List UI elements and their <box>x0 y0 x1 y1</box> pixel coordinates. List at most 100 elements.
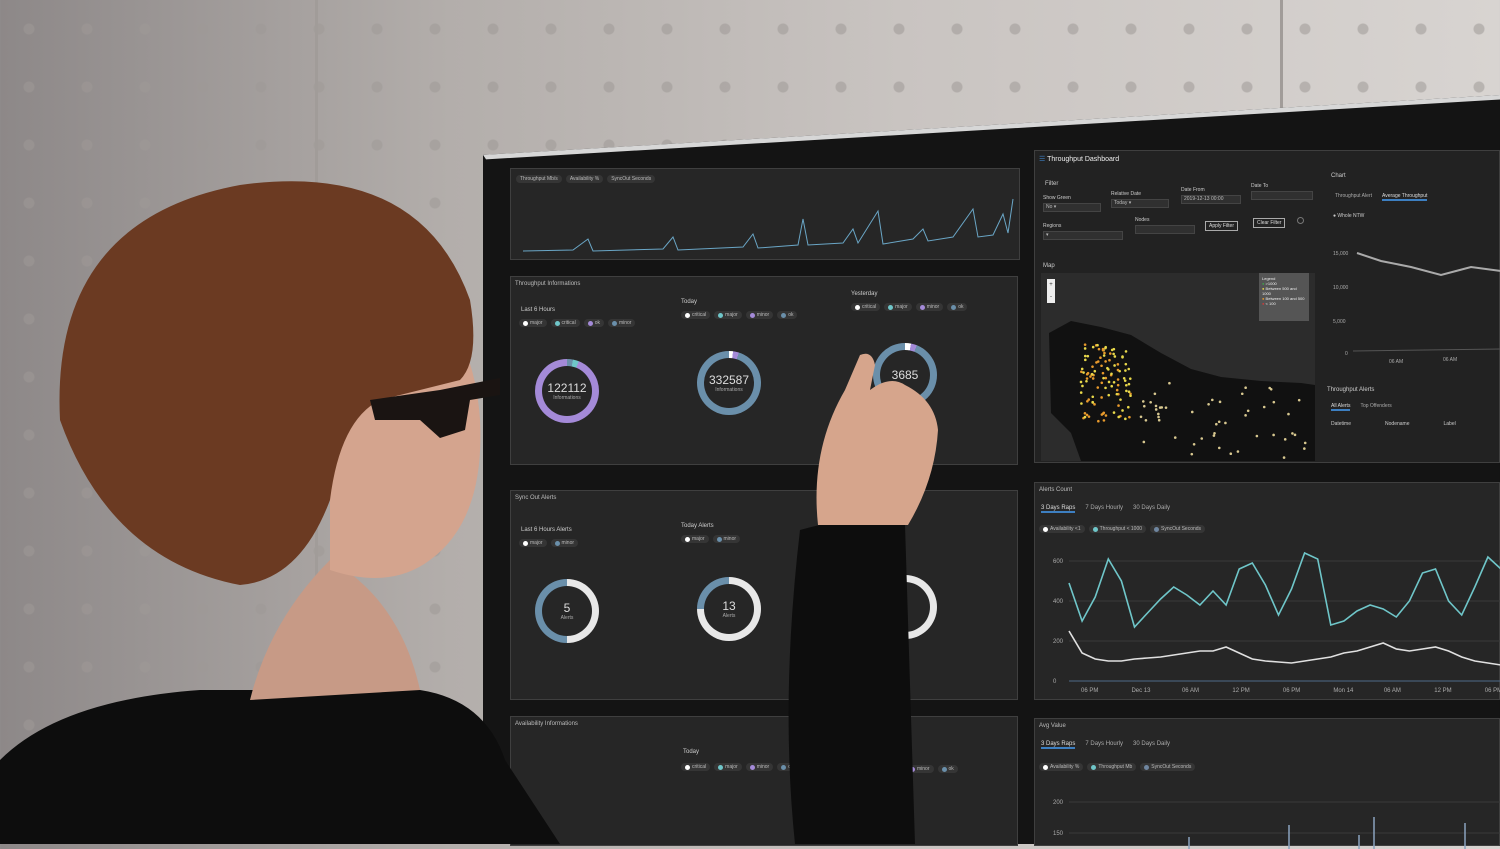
x-tick: Mon 14 <box>1333 688 1354 694</box>
alerts-count-legend: Availability <1 Throughput < 1000 SyncOu… <box>1039 525 1206 533</box>
x-tick: 06 AM <box>1389 359 1403 365</box>
map[interactable]: + - Legend ● >1000 ● Between 500 and 1000 ●… <box>1041 273 1315 461</box>
chip-ok[interactable]: ok <box>947 303 968 311</box>
apply-filter-button[interactable]: Apply Filter <box>1205 221 1239 231</box>
map-marker <box>1291 432 1294 435</box>
y-tick: 15,000 <box>1333 251 1349 257</box>
map-marker <box>1110 372 1113 376</box>
date-from-label: Date From <box>1181 187 1205 193</box>
map-marker <box>1107 393 1111 397</box>
menu-icon[interactable]: ☰ <box>1039 156 1046 163</box>
chip-ok[interactable]: ok <box>583 319 604 327</box>
map-marker <box>1085 377 1089 380</box>
chip-major[interactable]: major <box>884 303 912 311</box>
panel-title: Sync Out Alerts <box>515 495 557 501</box>
tab-3-days[interactable]: 3 Days Raps <box>1041 741 1076 749</box>
chip-group: critical major minor ok <box>681 311 798 319</box>
map-marker <box>1128 415 1131 419</box>
group-label: Today <box>681 299 698 305</box>
chip-minor[interactable]: minor <box>607 319 636 327</box>
group-label: Today <box>683 749 700 755</box>
zoom-in-button[interactable]: + <box>1049 282 1053 288</box>
map-marker <box>1112 352 1115 356</box>
chip-critical[interactable]: critical <box>550 319 580 327</box>
map-marker <box>1117 415 1120 419</box>
map-marker <box>1112 381 1116 384</box>
clear-filter-button[interactable]: Clear Filter <box>1253 218 1286 228</box>
map-marker <box>1173 436 1177 439</box>
map-marker <box>1100 413 1104 416</box>
chip-critical[interactable]: critical <box>851 303 881 311</box>
map-marker <box>1168 381 1171 385</box>
panel-title: Availability Informations <box>515 721 578 727</box>
chip-major[interactable]: major <box>714 311 742 319</box>
tab-all-alerts[interactable]: All Alerts <box>1331 403 1351 411</box>
nodes-input[interactable] <box>1135 225 1195 234</box>
chip-critical[interactable]: critical <box>681 763 711 771</box>
map-marker <box>1093 369 1097 373</box>
x-tick: 12 PM <box>1434 688 1451 694</box>
tab-top-offenders[interactable]: Top Offenders <box>1360 403 1392 409</box>
legend-item[interactable]: SyncOut Seconds <box>607 175 656 183</box>
donut-last-6-hours[interactable]: 122112 Informations <box>535 359 599 423</box>
whole-ntw-radio[interactable]: ● Whole NTW <box>1333 213 1365 219</box>
map-marker <box>1104 376 1108 380</box>
column-header[interactable]: Nodename <box>1385 421 1410 427</box>
map-marker <box>1084 358 1087 362</box>
tab-7-days[interactable]: 7 Days Hourly <box>1085 505 1124 511</box>
tab-throughput-alert[interactable]: Throughput Alert <box>1335 193 1372 199</box>
legend-throughput[interactable]: Throughput Mb <box>1087 763 1137 771</box>
column-header[interactable]: Datetime <box>1331 421 1352 427</box>
info-icon[interactable] <box>1297 217 1304 224</box>
chip-minor[interactable]: minor <box>550 539 579 547</box>
map-marker <box>1122 376 1126 380</box>
relative-date-select[interactable]: Today ▾ <box>1111 199 1169 208</box>
legend-throughput[interactable]: Throughput < 1000 <box>1088 525 1147 533</box>
legend-availability[interactable]: Availability % <box>1039 763 1084 771</box>
date-to-input[interactable] <box>1251 191 1313 200</box>
throughput-alerts-title: Throughput Alerts <box>1327 387 1375 393</box>
donut-today[interactable]: 332587 Informations <box>697 351 761 415</box>
tab-3-days[interactable]: 3 Days Raps <box>1041 505 1076 513</box>
chip-minor[interactable]: minor <box>915 303 944 311</box>
tab-7-days[interactable]: 7 Days Hourly <box>1085 741 1124 747</box>
panel-title: Throughput Informations <box>515 281 581 287</box>
map-marker <box>1287 412 1290 416</box>
chip-ok[interactable]: ok <box>937 765 958 773</box>
tab-30-days[interactable]: 30 Days Daily <box>1133 505 1171 511</box>
chip-minor[interactable]: minor <box>712 535 741 543</box>
chip-major[interactable]: major <box>519 319 547 327</box>
map-marker <box>1091 395 1095 399</box>
donut-last-6-hours-alerts[interactable]: 5 Alerts <box>535 579 599 643</box>
chip-ok[interactable]: ok <box>777 311 798 319</box>
tab-30-days[interactable]: 30 Days Daily <box>1133 741 1171 747</box>
map-marker <box>1103 351 1106 355</box>
map-marker <box>1246 409 1250 413</box>
show-green-select[interactable]: No ▾ <box>1043 203 1101 212</box>
chip-minor[interactable]: minor <box>745 311 774 319</box>
show-green-label: Show Green <box>1043 195 1071 201</box>
y-tick: 0 <box>1053 679 1057 685</box>
regions-select[interactable]: ▾ <box>1043 231 1123 240</box>
chip-major[interactable]: major <box>681 535 709 543</box>
donut-today-alerts[interactable]: 13 Alerts <box>697 577 761 641</box>
chip-group: major critical ok minor <box>519 319 636 327</box>
chip-critical[interactable]: critical <box>681 311 711 319</box>
chip-major[interactable]: major <box>519 539 547 547</box>
legend-item[interactable]: Availability % <box>565 175 604 183</box>
legend-syncout[interactable]: SyncOut Seconds <box>1150 525 1206 533</box>
zoom-out-button[interactable]: - <box>1050 294 1052 300</box>
chip-major[interactable]: major <box>714 763 742 771</box>
chip-group: critical major minor ok <box>681 763 798 771</box>
map-marker <box>1164 406 1168 409</box>
map-marker <box>1083 343 1087 346</box>
map-marker <box>1142 404 1146 408</box>
chip-minor[interactable]: minor <box>745 763 774 771</box>
tab-average-throughput[interactable]: Average Throughput <box>1381 193 1428 201</box>
legend-availability[interactable]: Availability <1 <box>1039 525 1085 533</box>
legend-syncout[interactable]: SyncOut Seconds <box>1140 763 1196 771</box>
alerts-count-chart: 0 200 400 600 06 PM Dec 13 06 AM 12 PM 06 PM Mon … <box>1053 551 1500 694</box>
column-header[interactable]: Label <box>1443 421 1456 427</box>
legend-item[interactable]: Throughput Mb/s <box>516 175 562 183</box>
date-from-input[interactable]: 2019-12-13 00:00 <box>1181 195 1241 204</box>
